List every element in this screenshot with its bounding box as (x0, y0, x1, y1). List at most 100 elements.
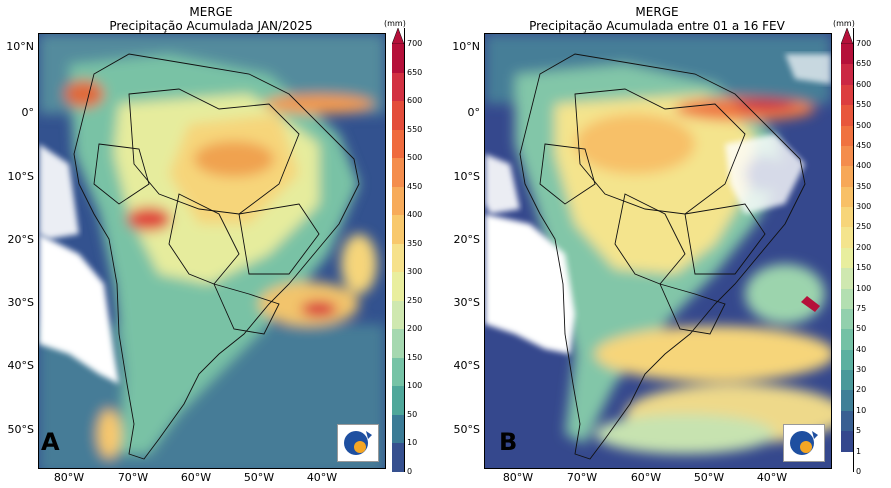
colorbar-tick-label: 250 (407, 295, 423, 305)
colorbar-segment (841, 84, 853, 106)
colorbar-tick-label: 50 (407, 409, 418, 419)
colorbar-segment (392, 357, 404, 387)
colorbar-tick-label: 100 (407, 381, 423, 391)
colorbar-segment (392, 44, 404, 74)
colorbar-tick-label: 600 (856, 79, 872, 89)
colorbar-segment (392, 101, 404, 131)
colorbar-tick-label: 40 (856, 344, 867, 354)
colorbar-tick-label: 600 (407, 96, 423, 106)
colorbar-tick-label: 400 (407, 210, 423, 220)
colorbar-segment (841, 451, 853, 473)
colorbar-tick-label: 75 (856, 303, 867, 313)
colorbar-segment (841, 44, 853, 65)
lat-label: 30°S (7, 296, 34, 309)
lon-label: 40°W (756, 471, 788, 484)
colorbar-tick-label: 400 (856, 161, 872, 171)
colorbar-tick-label: 300 (407, 267, 423, 277)
colorbar-segment (841, 268, 853, 290)
colorbar-tick-label: 700 (856, 39, 872, 48)
colorbar-segment (841, 166, 853, 188)
lon-label: 60°W (180, 471, 212, 484)
colorbar-segment (392, 243, 404, 273)
colorbar-segment (841, 145, 853, 167)
lat-label: 50°S (453, 423, 480, 436)
panel-title: MERGE Precipitação Acumulada entre 01 a … (484, 5, 830, 33)
lat-label: 30°S (453, 296, 480, 309)
lon-label: 50°W (243, 471, 275, 484)
panel-title: MERGE Precipitação Acumulada JAN/2025 (38, 5, 384, 33)
colorbar-cap (392, 28, 404, 44)
lat-label: 40°S (453, 359, 480, 372)
lon-label: 40°W (306, 471, 338, 484)
colorbar-tick-label: 10 (407, 438, 418, 448)
colorbar-segment (392, 386, 404, 416)
lat-label: 10°S (453, 170, 480, 183)
colorbar-segment (841, 410, 853, 432)
colorbar-segment (841, 349, 853, 371)
colorbar-segment (841, 329, 853, 351)
colorbar-segment (392, 300, 404, 330)
lat-label: 50°S (7, 423, 34, 436)
colorbar-tick-label: 20 (856, 385, 867, 395)
precipitation-map (484, 33, 832, 469)
lat-label: 0° (467, 106, 481, 119)
colorbar-tick-label: 200 (407, 324, 423, 334)
colorbar-tick-label: 30 (856, 365, 867, 375)
colorbar-tick-label: 300 (856, 202, 872, 212)
colorbar-tick-label: 500 (407, 153, 423, 163)
lon-label: 80°W (502, 471, 534, 484)
colorbar-segment (841, 370, 853, 391)
colorbar-tick-label: 100 (856, 283, 872, 293)
colorbar (392, 28, 405, 473)
colorbar-segment (392, 215, 404, 245)
colorbar-tick-label: 500 (856, 120, 872, 130)
colorbar-tick-label: 550 (407, 124, 423, 134)
colorbar-segment (841, 431, 853, 453)
colorbar-tick-label: 0 (856, 467, 862, 476)
colorbar-tick-label: 350 (407, 238, 423, 248)
colorbar-segment (392, 158, 404, 188)
colorbar-segment (841, 247, 853, 269)
lat-label: 10°N (452, 40, 480, 53)
colorbar-cap (841, 28, 853, 44)
colorbar-segment (841, 64, 853, 86)
title-line-1: MERGE (635, 5, 679, 19)
colorbar-tick-label: 550 (856, 100, 872, 110)
map-panel-b: MERGE Precipitação Acumulada entre 01 a … (446, 0, 891, 488)
lon-label: 70°W (566, 471, 598, 484)
inpe-logo-icon (783, 424, 825, 462)
colorbar-segment (841, 227, 853, 249)
title-line-2: Precipitação Acumulada JAN/2025 (109, 19, 313, 33)
colorbar-segment (392, 329, 404, 359)
lat-label: 0° (21, 106, 35, 119)
precipitation-map (38, 33, 386, 469)
precipitation-field (485, 34, 831, 468)
lat-label: 40°S (7, 359, 34, 372)
colorbar-segment (841, 207, 853, 228)
lon-label: 60°W (630, 471, 662, 484)
colorbar-tick-label: 650 (856, 59, 872, 69)
lat-label: 10°N (6, 40, 34, 53)
colorbar-tick-label: 450 (856, 140, 872, 150)
colorbar-tick-label: 10 (856, 405, 867, 415)
colorbar-segment (392, 272, 404, 302)
colorbar-tick-label: 250 (856, 222, 872, 232)
colorbar-tick-label: 150 (407, 352, 423, 362)
panel-letter: B (499, 428, 518, 456)
lat-label: 10°S (7, 170, 34, 183)
colorbar-segment (392, 443, 404, 473)
colorbar-tick-label: 1 (856, 446, 862, 456)
title-line-2: Precipitação Acumulada entre 01 a 16 FEV (529, 19, 785, 33)
colorbar-segment (841, 288, 853, 310)
lon-label: 70°W (117, 471, 149, 484)
colorbar-segment (392, 72, 404, 102)
colorbar-unit: (mm) (384, 19, 406, 28)
lat-label: 20°S (7, 233, 34, 246)
colorbar-tick-label: 700 (407, 39, 423, 48)
colorbar-segment (841, 186, 853, 208)
title-line-1: MERGE (189, 5, 233, 19)
colorbar-segment (841, 105, 853, 127)
colorbar-segment (392, 414, 404, 444)
colorbar-segment (392, 129, 404, 159)
colorbar-segment (841, 308, 853, 330)
